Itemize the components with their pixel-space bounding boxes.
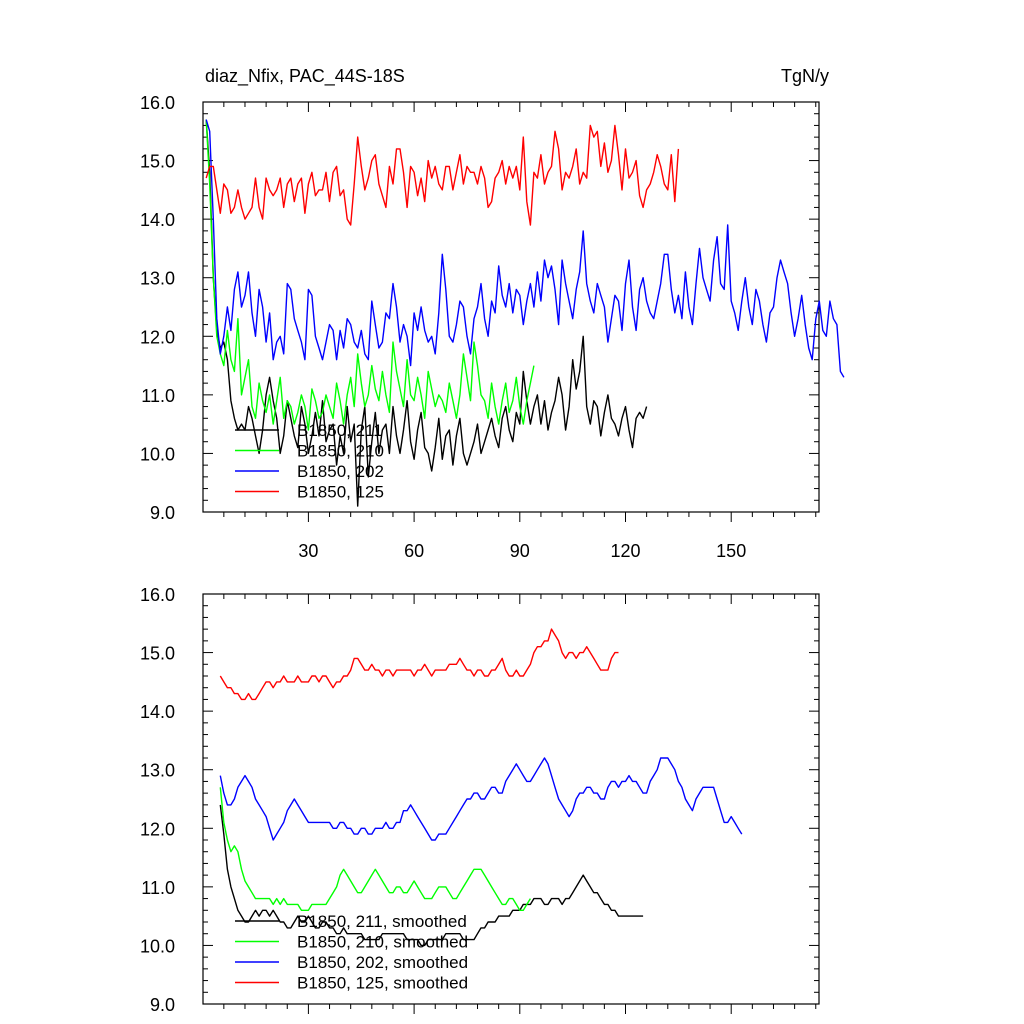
y-tick-label: 15.0 xyxy=(140,152,175,172)
x-tick-label: 60 xyxy=(404,541,424,561)
top-series-line-1 xyxy=(205,119,535,431)
bottom-series-line-0 xyxy=(219,804,644,947)
bottom-series-line-1 xyxy=(219,787,531,911)
y-tick-label: 12.0 xyxy=(140,327,175,347)
legend-label: B1850, 210, smoothed xyxy=(297,933,468,952)
legend-label: B1850, 211, smoothed xyxy=(297,912,467,931)
legend-label: B1850, 125 xyxy=(297,483,384,502)
x-tick-label: 150 xyxy=(716,541,746,561)
legend-label: B1850, 202 xyxy=(297,462,384,481)
legend-label: B1850, 211 xyxy=(297,421,383,440)
bottom-series-line-2 xyxy=(219,757,743,841)
top-plot-frame xyxy=(202,101,820,513)
legend-label: B1850, 210 xyxy=(297,442,384,461)
y-tick-label: 9.0 xyxy=(150,503,175,523)
x-tick-label: 30 xyxy=(298,541,318,561)
units-label: TgN/y xyxy=(781,66,829,86)
top-y-axis: 9.0 10.0 11.0 12.0 13.0 14.0 15.0 16.0 xyxy=(140,93,819,523)
x-tick-label: 120 xyxy=(610,541,640,561)
y-tick-label: 10.0 xyxy=(140,444,175,464)
bottom-legend: B1850, 211, smoothed B1850, 210, smoothed… xyxy=(235,912,468,993)
chart-title: diaz_Nfix, PAC_44S-18S xyxy=(205,66,405,87)
y-tick-label: 11.0 xyxy=(141,878,175,898)
bottom-series-line-3 xyxy=(219,628,619,701)
bottom-plot-frame xyxy=(202,593,820,1005)
x-tick-label: 90 xyxy=(510,541,530,561)
y-tick-label: 14.0 xyxy=(140,210,175,230)
top-series-line-0 xyxy=(205,119,648,507)
y-tick-label: 14.0 xyxy=(140,702,175,722)
y-tick-label: 15.0 xyxy=(140,644,175,664)
top-series-line-2 xyxy=(205,119,845,378)
y-tick-label: 12.0 xyxy=(140,819,175,839)
top-series-lines xyxy=(205,119,845,507)
top-x-axis: 30 60 90 120 150 xyxy=(223,102,817,561)
bottom-y-axis: 9.0 10.0 11.0 12.0 13.0 14.0 15.0 16.0 xyxy=(140,585,819,1015)
y-tick-label: 9.0 xyxy=(150,995,175,1015)
top-series-line-3 xyxy=(205,124,680,226)
bottom-series-lines xyxy=(219,628,743,947)
bottom-panel: 9.0 10.0 11.0 12.0 13.0 14.0 15.0 16.0 B1850, 2… xyxy=(140,585,820,1015)
bottom-x-axis xyxy=(223,594,817,1014)
y-tick-label: 10.0 xyxy=(140,936,175,956)
y-tick-label: 13.0 xyxy=(140,269,175,289)
y-tick-label: 16.0 xyxy=(140,93,175,113)
y-tick-label: 16.0 xyxy=(140,585,175,605)
legend-label: B1850, 125, smoothed xyxy=(297,974,468,993)
y-tick-label: 11.0 xyxy=(141,386,175,406)
y-tick-label: 13.0 xyxy=(140,761,175,781)
top-panel: 9.0 10.0 11.0 12.0 13.0 14.0 15.0 16.0 30 60 90 12… xyxy=(140,93,845,561)
legend-label: B1850, 202, smoothed xyxy=(297,953,468,972)
